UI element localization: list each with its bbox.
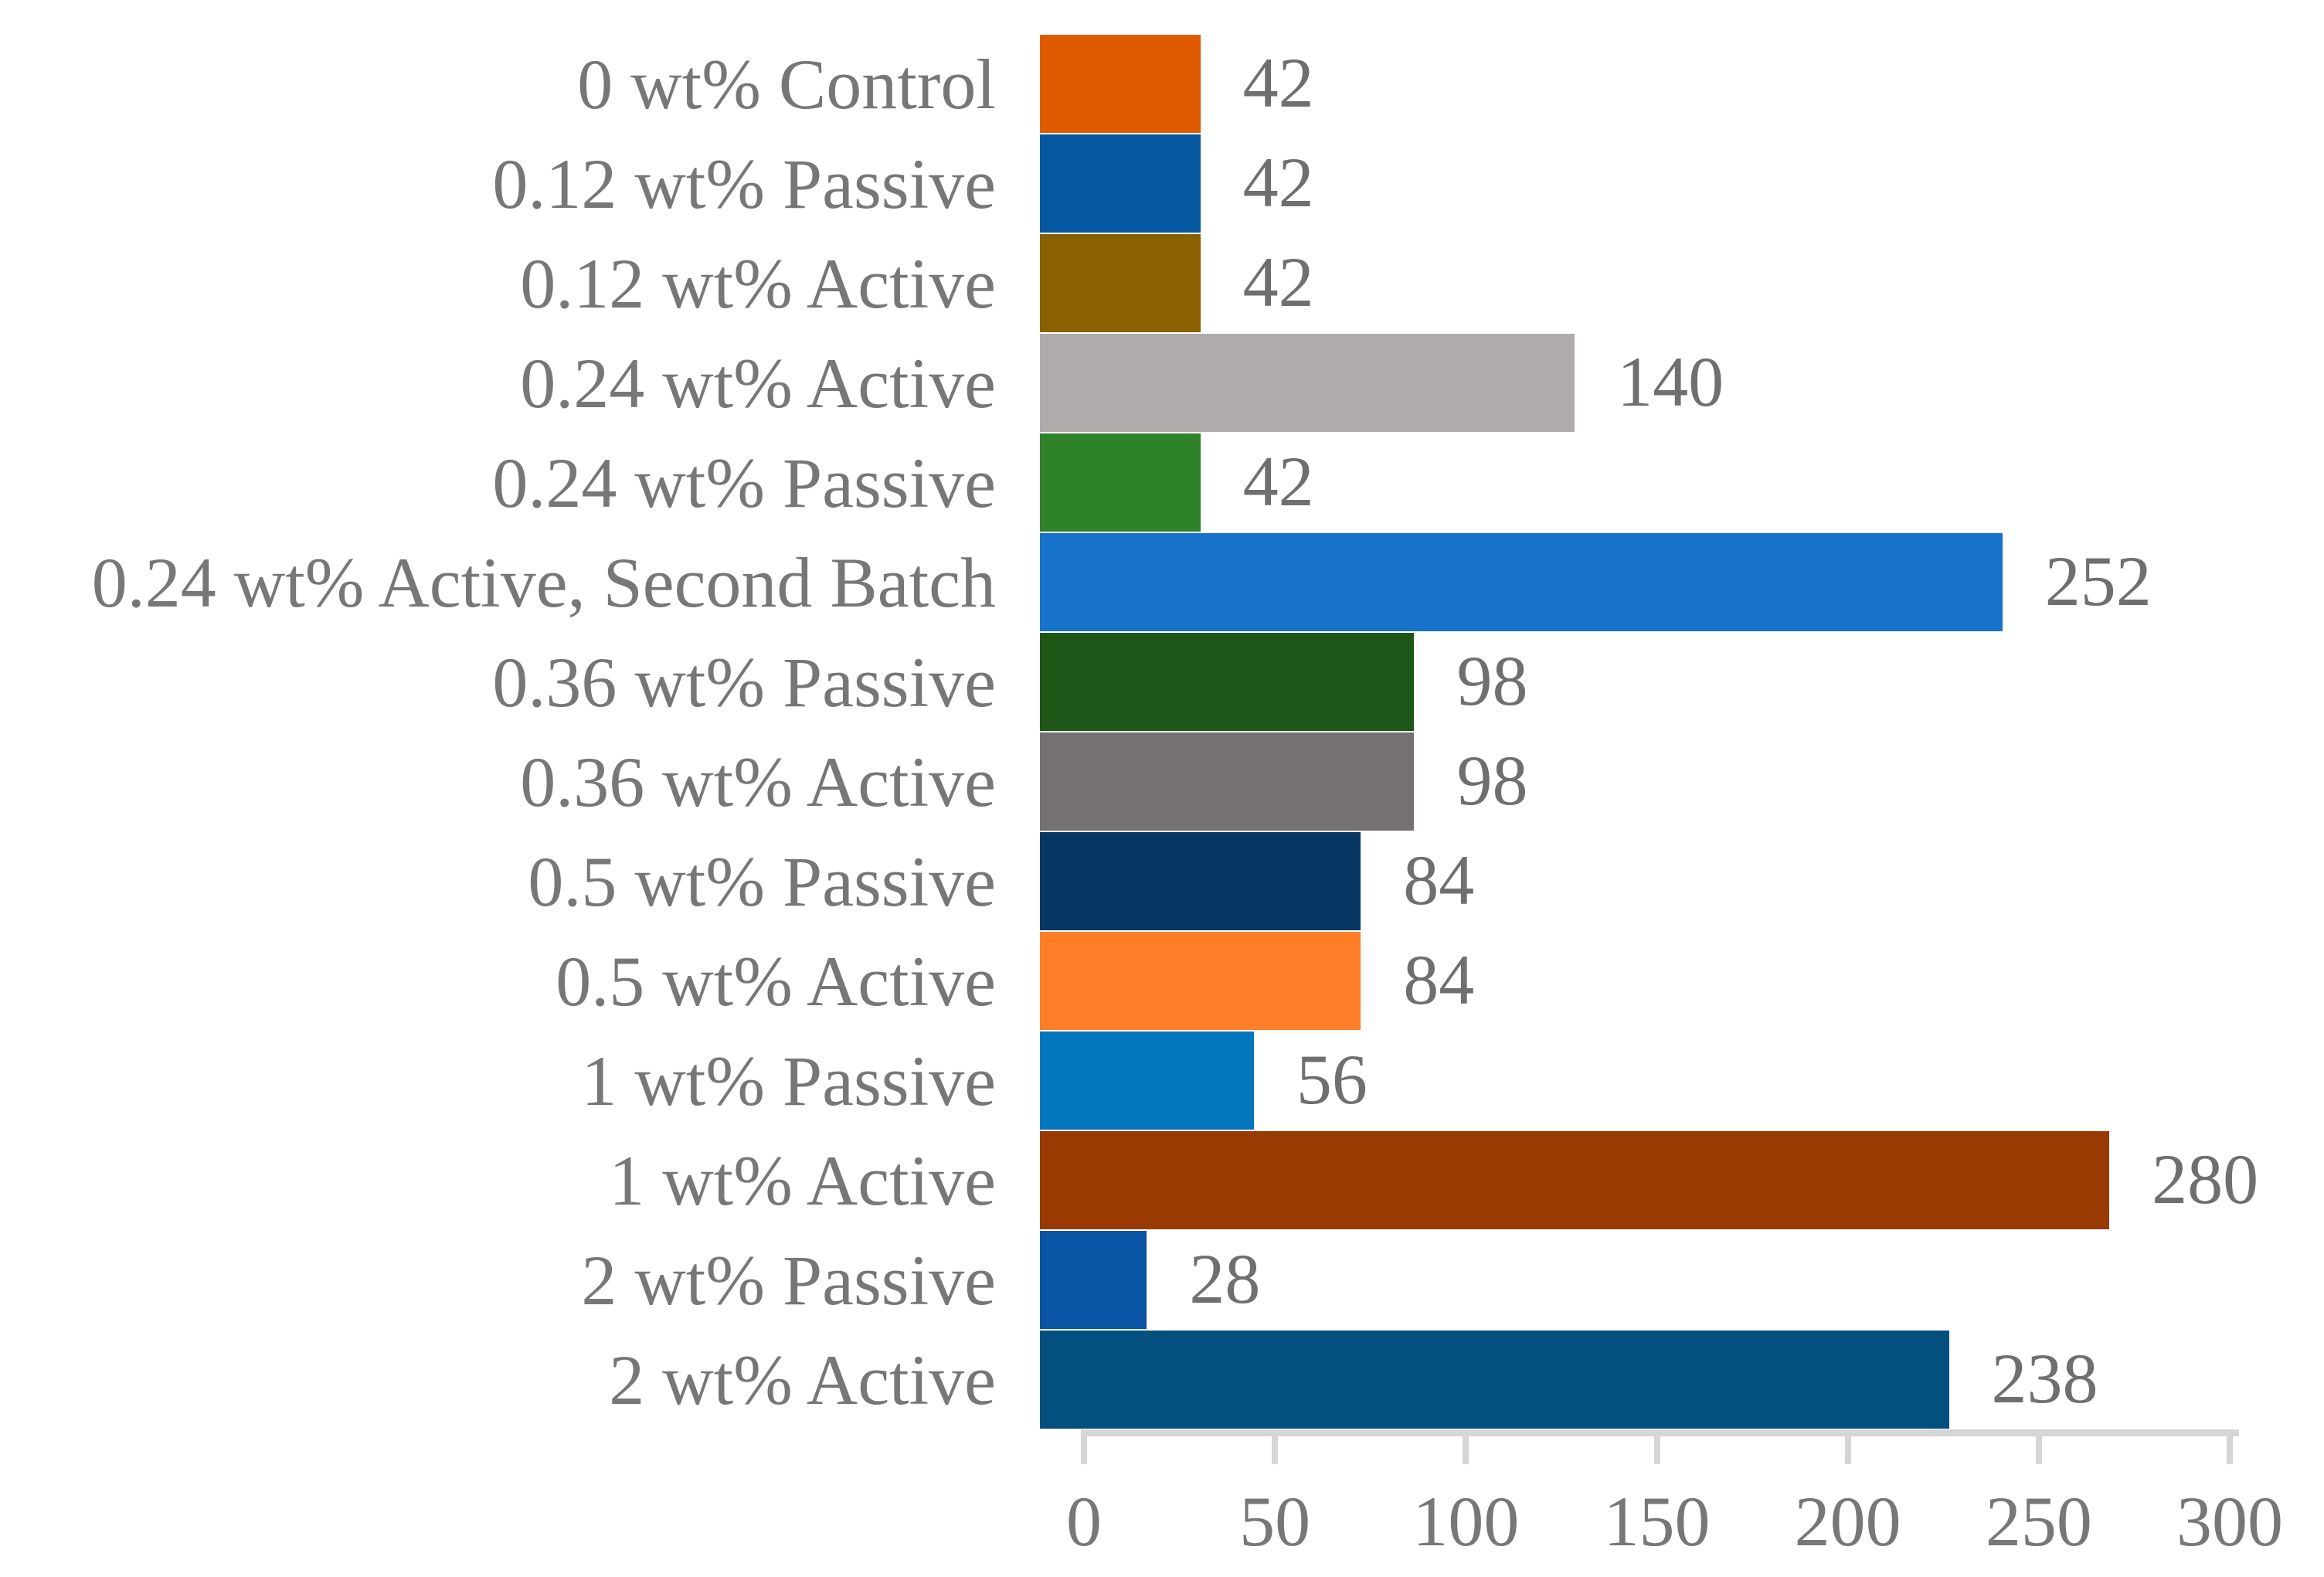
x-axis-line	[1082, 1429, 2239, 1436]
bar-row: 0.5 wt% Active 84	[0, 931, 2324, 1031]
bar[interactable]	[1040, 334, 1575, 432]
bar-track: 140	[1040, 333, 2324, 433]
bar-track: 56	[1040, 1031, 2324, 1130]
x-axis-tick-label: 100	[1412, 1482, 1520, 1561]
bar-track: 252	[1040, 532, 2324, 632]
value-label: 28	[1189, 1239, 1261, 1318]
category-label: 0.12 wt% Passive	[492, 144, 996, 223]
x-axis-tick	[1653, 1429, 1660, 1464]
bar-track: 42	[1040, 233, 2324, 333]
x-axis-tick	[1844, 1429, 1851, 1464]
bar[interactable]	[1040, 35, 1201, 133]
bar[interactable]	[1040, 932, 1361, 1030]
category-label: 0.24 wt% Passive	[492, 443, 996, 522]
bar[interactable]	[1040, 533, 2003, 631]
bar[interactable]	[1040, 633, 1415, 731]
bar-row: 1 wt% Passive 56	[0, 1031, 2324, 1130]
bar[interactable]	[1040, 1131, 2110, 1229]
bar-row: 2 wt% Passive 28	[0, 1230, 2324, 1330]
x-axis-tick	[2227, 1429, 2233, 1464]
bar[interactable]	[1040, 134, 1201, 233]
bar-track: 42	[1040, 134, 2324, 233]
bar[interactable]	[1040, 234, 1201, 332]
value-label: 42	[1242, 42, 1314, 122]
bar-track: 28	[1040, 1230, 2324, 1330]
category-label: 0.5 wt% Passive	[528, 841, 996, 921]
bar-row: 0.24 wt% Active, Second Batch 252	[0, 532, 2324, 632]
value-label: 140	[1617, 342, 1724, 421]
bar-track: 280	[1040, 1130, 2324, 1230]
value-label: 84	[1403, 840, 1475, 919]
x-axis-tick	[2035, 1429, 2042, 1464]
x-axis-tick-label: 300	[2176, 1482, 2283, 1561]
x-axis-tick-label: 250	[1985, 1482, 2092, 1561]
category-label: 0.36 wt% Active	[520, 742, 996, 821]
value-label: 56	[1296, 1039, 1368, 1119]
value-label: 42	[1242, 242, 1314, 321]
x-axis-tick	[1463, 1429, 1469, 1464]
value-label: 84	[1403, 940, 1475, 1019]
x-axis-tick	[1272, 1429, 1279, 1464]
category-label: 0.36 wt% Passive	[492, 642, 996, 722]
x-axis-tick-label: 0	[1066, 1482, 1102, 1561]
bar-row: 0.24 wt% Passive 42	[0, 433, 2324, 532]
bar[interactable]	[1040, 1331, 1949, 1429]
x-axis-tick-label: 200	[1794, 1482, 1901, 1561]
bar-track: 98	[1040, 732, 2324, 831]
bar-row: 0.5 wt% Passive 84	[0, 831, 2324, 931]
bar-row: 0.24 wt% Active 140	[0, 333, 2324, 433]
value-label: 98	[1456, 641, 1528, 720]
bar-row: 1 wt% Active 280	[0, 1130, 2324, 1230]
value-label: 238	[1991, 1338, 2098, 1418]
bar-track: 42	[1040, 433, 2324, 532]
bar-row: 0 wt% Control 42	[0, 34, 2324, 134]
value-label: 42	[1242, 142, 1314, 222]
x-axis-tick	[1081, 1429, 1087, 1464]
bar-track: 42	[1040, 34, 2324, 134]
bar-row: 0.36 wt% Active 98	[0, 732, 2324, 831]
category-label: 1 wt% Active	[609, 1140, 996, 1220]
bar-track: 98	[1040, 632, 2324, 732]
x-axis-tick-label: 150	[1603, 1482, 1711, 1561]
bar-track: 84	[1040, 931, 2324, 1031]
bar-track: 84	[1040, 831, 2324, 931]
category-label: 0.24 wt% Active, Second Batch	[91, 542, 996, 622]
value-label: 42	[1242, 441, 1314, 521]
category-label: 2 wt% Active	[609, 1340, 996, 1419]
x-axis-tick-label: 50	[1239, 1482, 1311, 1561]
bar-row: 0.12 wt% Active 42	[0, 233, 2324, 333]
category-label: 2 wt% Passive	[581, 1240, 996, 1320]
bar-row: 0.12 wt% Passive 42	[0, 134, 2324, 233]
category-label: 0.24 wt% Active	[520, 343, 996, 423]
category-label: 1 wt% Passive	[581, 1041, 996, 1120]
bar-row: 2 wt% Active 238	[0, 1330, 2324, 1429]
value-label: 252	[2044, 541, 2152, 620]
bar[interactable]	[1040, 1032, 1254, 1130]
category-label: 0 wt% Control	[577, 44, 996, 124]
bar-track: 238	[1040, 1330, 2324, 1429]
chart-rows: 0 wt% Control 42 0.12 wt% Passive 42 0.12 wt…	[0, 34, 2324, 1429]
bar[interactable]	[1040, 433, 1201, 532]
bar[interactable]	[1040, 1231, 1147, 1329]
bar[interactable]	[1040, 732, 1415, 831]
bar[interactable]	[1040, 832, 1361, 930]
category-label: 0.5 wt% Active	[556, 941, 996, 1021]
bar-row: 0.36 wt% Passive 98	[0, 632, 2324, 732]
value-label: 280	[2152, 1139, 2259, 1218]
value-label: 98	[1456, 740, 1528, 820]
category-label: 0.12 wt% Active	[520, 243, 996, 323]
